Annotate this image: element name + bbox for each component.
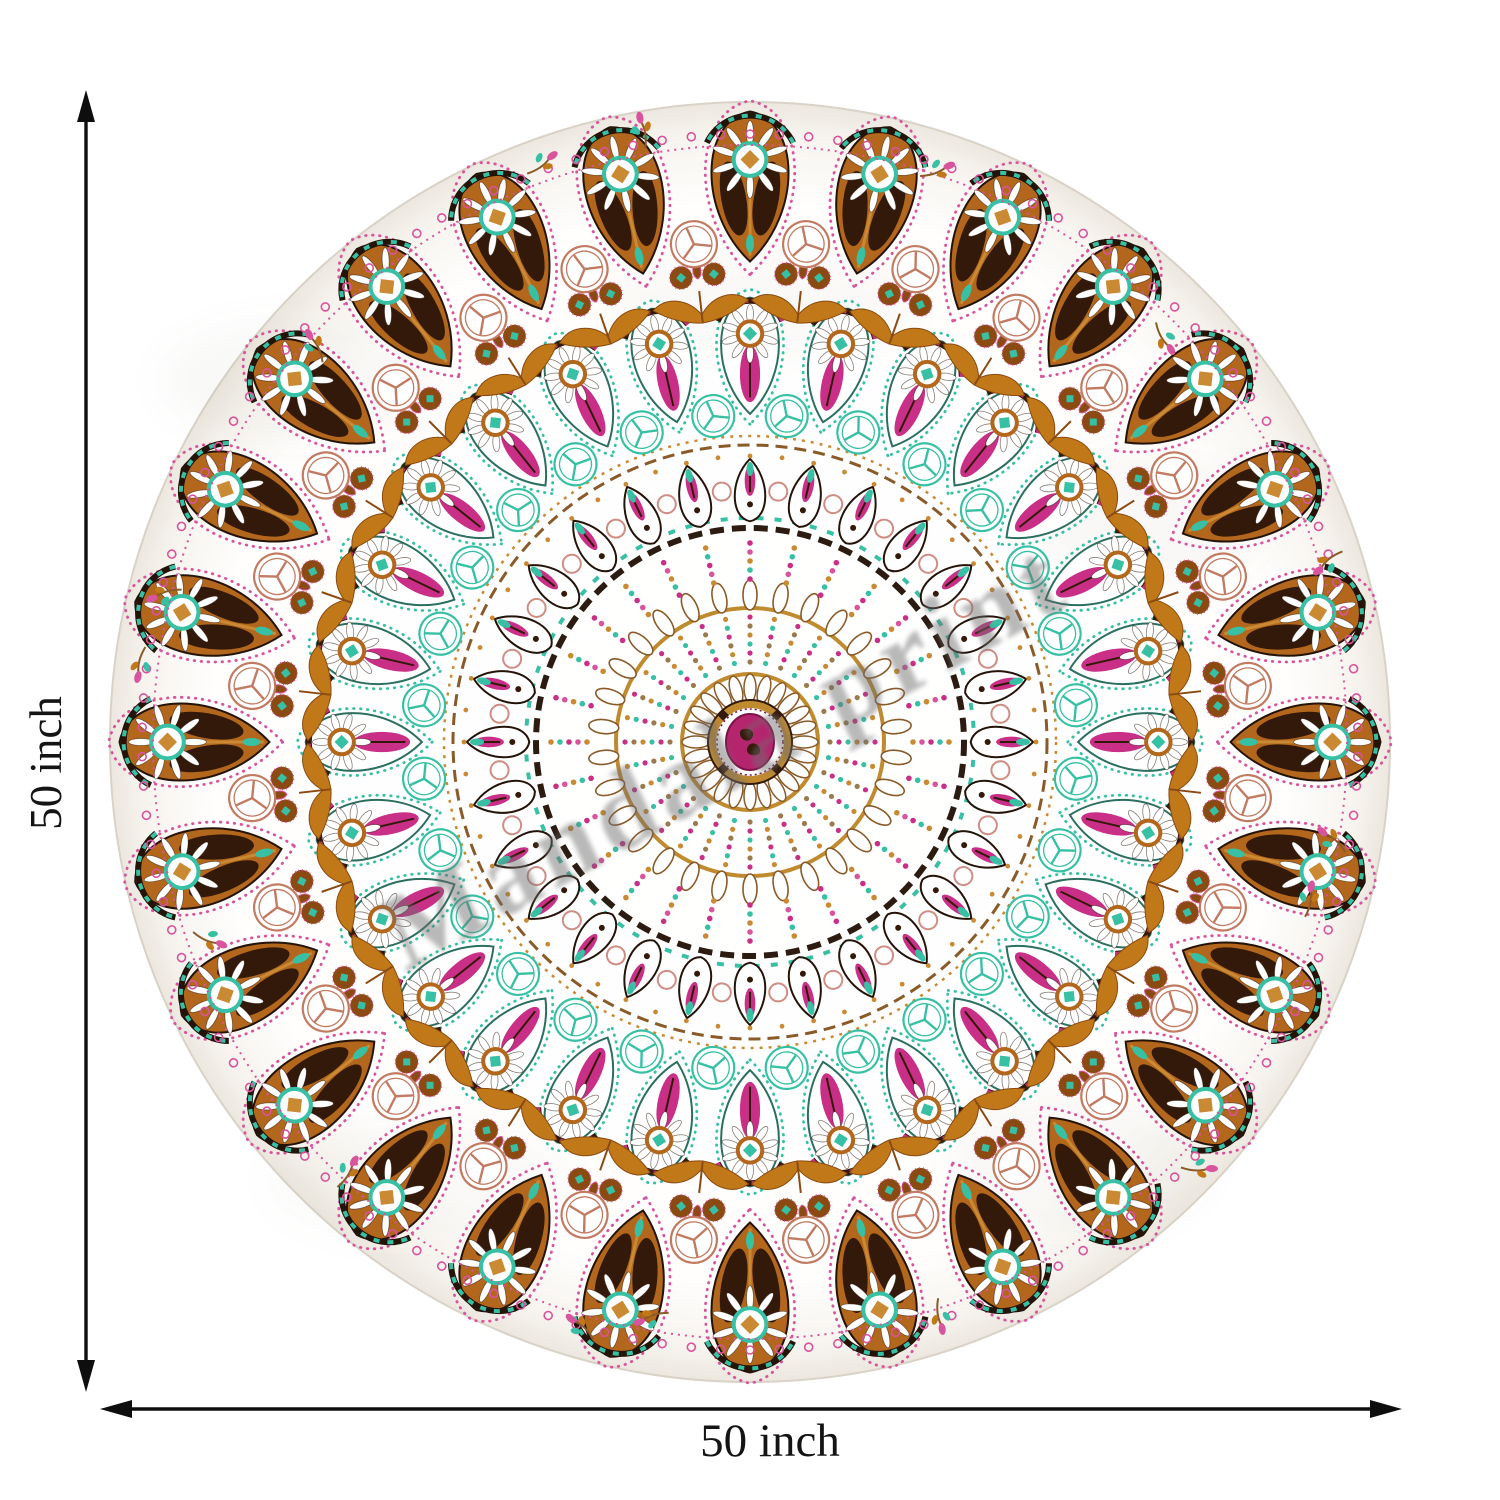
- height-dimension-arrow: [77, 90, 95, 1392]
- mandala-pattern: [107, 99, 1393, 1385]
- width-dimension-label: 50 inch: [700, 1415, 840, 1467]
- height-dimension-label: 50 inch: [21, 696, 71, 830]
- width-dimension-arrow: [100, 1400, 1402, 1418]
